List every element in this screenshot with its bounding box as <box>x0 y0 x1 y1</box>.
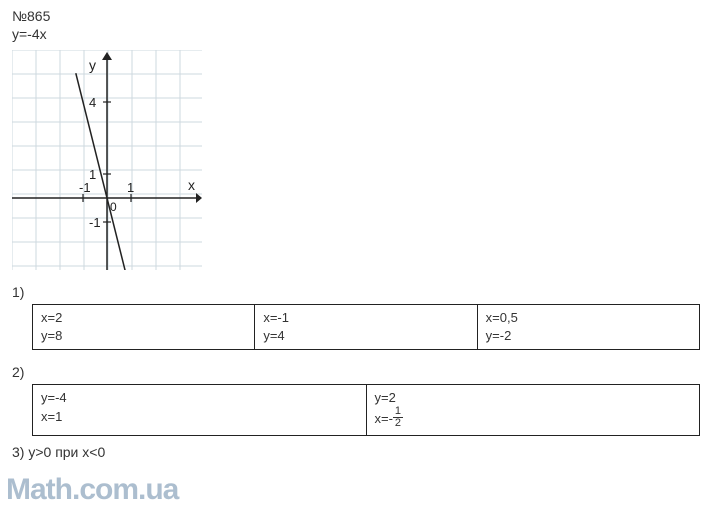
svg-text:1: 1 <box>127 180 134 195</box>
section2-label: 2) <box>12 364 704 380</box>
cell-line: y=8 <box>41 327 246 345</box>
cell-line: x=0,5 <box>486 309 691 327</box>
svg-text:-1: -1 <box>89 215 101 230</box>
cell-line: x=1 <box>41 408 358 426</box>
table2: y=-4 x=1 y=2 x=-12 <box>32 384 700 435</box>
cell-line: y=-2 <box>486 327 691 345</box>
cell-line: y=4 <box>263 327 468 345</box>
table2-cell-0: y=-4 x=1 <box>33 385 367 435</box>
table2-cell-1: y=2 x=-12 <box>366 385 700 435</box>
cell-line: x=2 <box>41 309 246 327</box>
svg-text:y: y <box>89 57 96 73</box>
section3-label: 3) y>0 при x<0 <box>12 444 704 460</box>
table1-cell-1: x=-1 y=4 <box>255 305 477 350</box>
svg-text:-1: -1 <box>79 180 91 195</box>
cell-line: x=-12 <box>375 408 692 431</box>
svg-text:1: 1 <box>89 167 96 182</box>
table1: x=2 y=8 x=-1 y=4 x=0,5 y=-2 <box>32 304 700 350</box>
cell-line: y=-4 <box>41 389 358 407</box>
graph: -11-1140xy <box>12 50 202 270</box>
section1-label: 1) <box>12 284 704 300</box>
table1-cell-2: x=0,5 y=-2 <box>477 305 699 350</box>
svg-text:4: 4 <box>89 95 96 110</box>
svg-text:x: x <box>188 177 195 193</box>
table1-cell-0: x=2 y=8 <box>33 305 255 350</box>
watermark: Math.com.ua <box>6 473 178 507</box>
equation: y=-4x <box>12 26 704 42</box>
cell-line: x=-1 <box>263 309 468 327</box>
cell-line: y=2 <box>375 389 692 407</box>
problem-number: №865 <box>12 8 704 24</box>
